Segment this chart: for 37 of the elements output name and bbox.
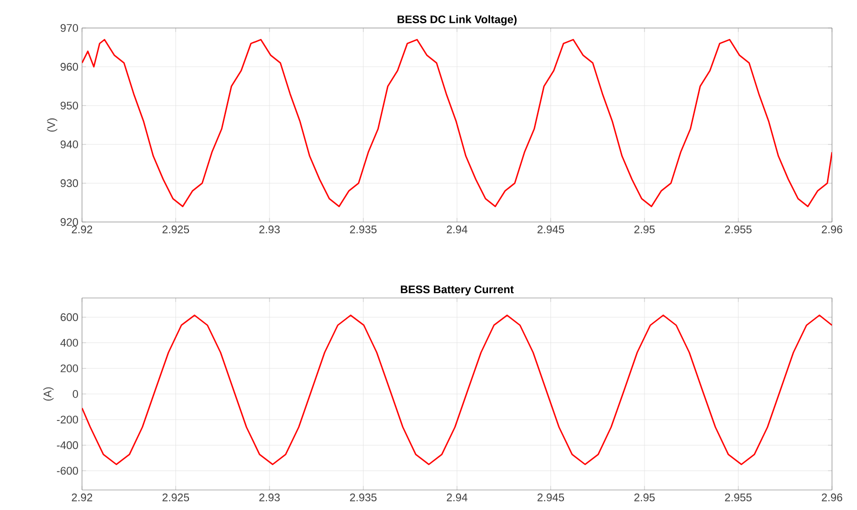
y-axis-title: (A) [43,387,54,401]
x-tick-label: 2.955 [725,226,752,234]
y-tick-label: 0 [72,390,78,398]
x-tick-label: 2.945 [538,494,564,502]
chart-title: BESS DC Link Voltage) [398,15,517,26]
x-tick-label: 2.935 [350,226,377,234]
y-tick-label: -400 [56,441,78,450]
y-tick-label: 940 [60,140,78,148]
x-tick-label: 2.92 [72,494,92,502]
x-tick-label: 2.95 [634,226,655,234]
x-tick-label: 2.935 [350,494,377,502]
y-tick-label: 600 [60,313,78,322]
y-tick-label: -600 [56,466,78,475]
x-tick-label: 2.94 [446,494,468,502]
x-tick-label: 2.925 [162,226,190,234]
x-tick-label: 2.925 [162,494,190,502]
x-tick-label: 2.93 [259,226,280,234]
chart-title: BESS Battery Current [400,285,514,296]
line-series [82,38,832,208]
x-tick-label: 2.955 [725,494,752,502]
y-tick-label: 950 [60,102,78,110]
x-tick-label: 2.94 [446,226,468,234]
x-tick-label: 2.92 [72,226,92,234]
y-axis-title: (V) [47,118,58,132]
x-tick-label: 2.95 [634,494,655,502]
x-tick-label: 2.93 [259,494,280,502]
y-tick-label: -200 [56,416,78,424]
y-tick-label: 400 [60,338,78,347]
x-tick-label: 2.945 [538,226,564,234]
y-tick-label: 920 [60,218,78,226]
y-tick-label: 200 [60,364,78,372]
y-tick-label: 970 [60,24,78,32]
line-series [82,314,832,466]
y-tick-label: 960 [60,62,78,71]
x-tick-label: 2.96 [822,226,842,234]
x-tick-label: 2.96 [822,494,842,502]
y-tick-label: 930 [60,179,78,188]
